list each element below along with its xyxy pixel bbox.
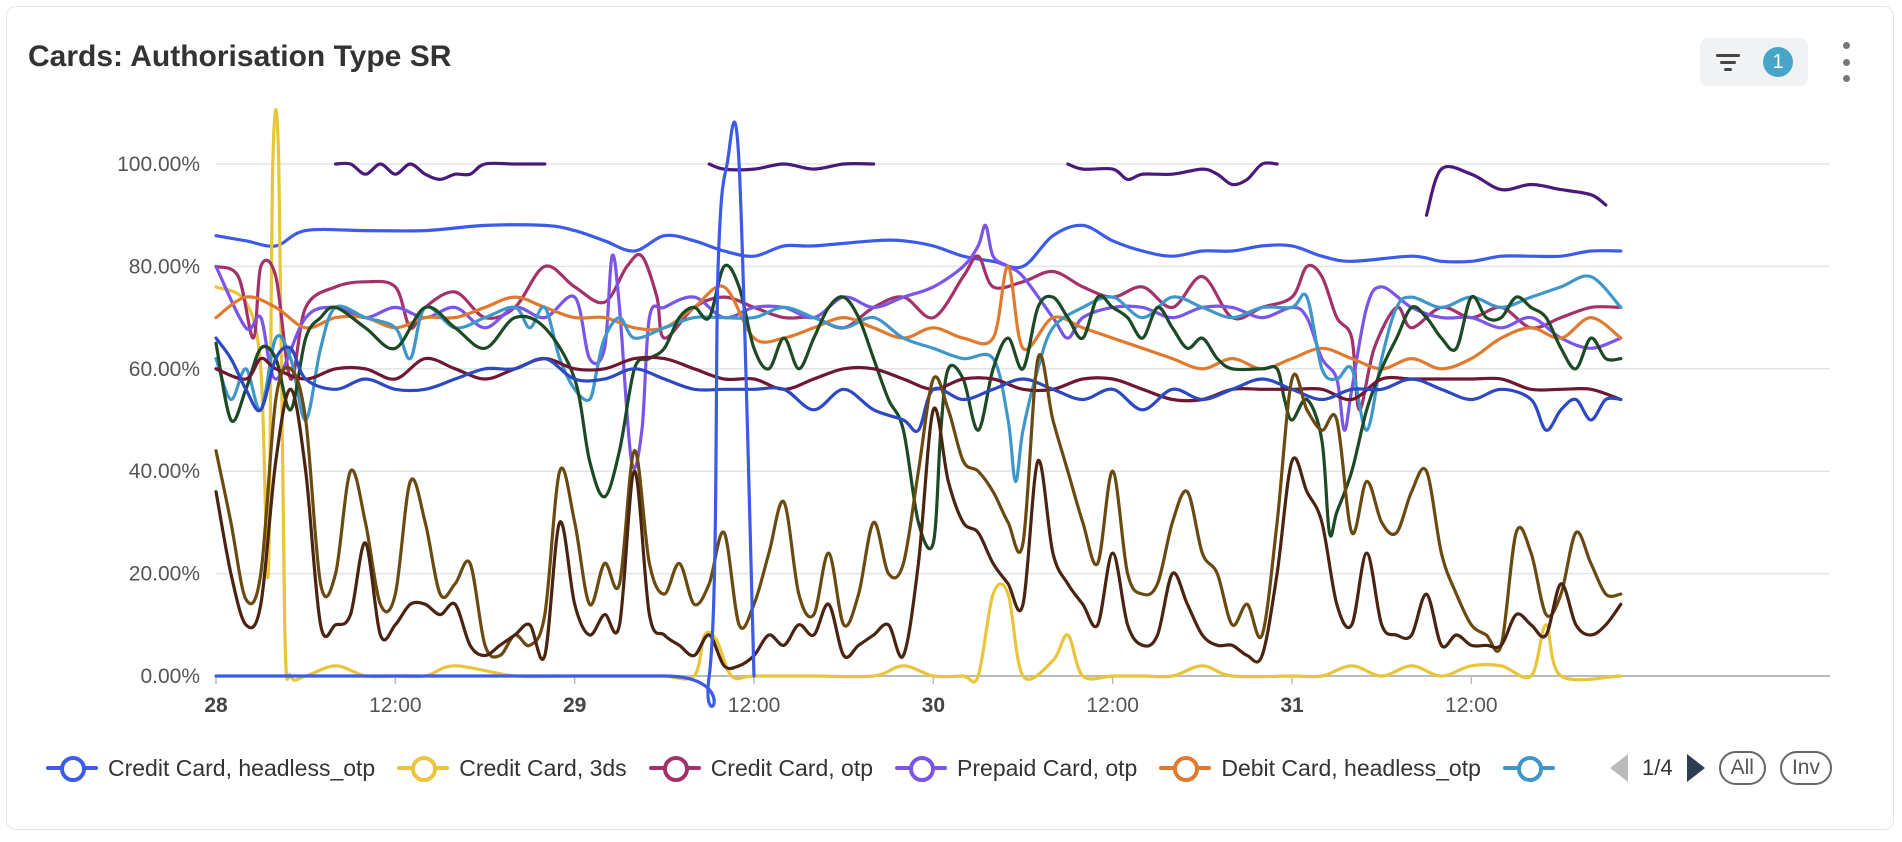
legend-item-1[interactable]: Credit Card, headless_otp xyxy=(46,754,375,782)
legend-item-6[interactable] xyxy=(1502,754,1565,782)
series-line-4[interactable] xyxy=(214,223,1623,470)
more-options-icon[interactable] xyxy=(1836,42,1856,82)
legend-label: Credit Card, 3ds xyxy=(459,754,627,781)
y-tick-label: 0.00% xyxy=(140,665,200,688)
series-line-5[interactable] xyxy=(214,264,1623,371)
legend-label: Prepaid Card, otp xyxy=(957,754,1138,781)
series-line-9[interactable] xyxy=(214,336,1623,433)
series-line-13[interactable] xyxy=(214,120,756,708)
widget-title: Cards: Authorisation Type SR xyxy=(28,40,452,73)
y-tick-label: 40.00% xyxy=(129,460,200,483)
x-tick-label: 31 xyxy=(1280,694,1304,717)
legend-label: Credit Card, headless_otp xyxy=(108,754,376,781)
x-tick-label: 30 xyxy=(922,694,945,717)
chart-legend: Credit Card, headless_otp Credit Card, 3d… xyxy=(46,748,1587,788)
legend-marker-icon xyxy=(46,754,98,782)
series-line-1[interactable] xyxy=(214,223,1623,270)
series-line-2[interactable] xyxy=(214,108,1623,684)
filter-button[interactable]: 1 xyxy=(1700,38,1808,86)
legend-prev-icon[interactable] xyxy=(1610,754,1628,782)
legend-item-5[interactable]: Debit Card, headless_otp xyxy=(1159,754,1481,782)
series-line-8[interactable] xyxy=(214,355,1623,403)
series-line-10[interactable] xyxy=(214,353,1623,659)
series-line-12[interactable] xyxy=(707,162,876,172)
y-tick-label: 20.00% xyxy=(129,563,200,586)
x-tick-label: 12:00 xyxy=(1445,694,1498,717)
legend-pager: 1/4 All Inv xyxy=(1610,748,1832,788)
series-line-3[interactable] xyxy=(214,252,1623,412)
legend-next-icon[interactable] xyxy=(1686,754,1705,782)
legend-marker-icon xyxy=(397,754,450,782)
legend-page-indicator: 1/4 xyxy=(1642,755,1673,780)
filter-icon xyxy=(1715,52,1741,72)
series-line-7[interactable] xyxy=(214,263,1623,551)
y-tick-label: 80.00% xyxy=(129,255,200,278)
series-line-11[interactable] xyxy=(214,387,1623,671)
x-tick-label: 29 xyxy=(563,694,586,717)
series-line-12[interactable] xyxy=(1066,161,1279,187)
series-line-12[interactable] xyxy=(1424,164,1608,217)
y-tick-label: 100.00% xyxy=(117,153,200,176)
x-tick-label: 12:00 xyxy=(369,694,422,717)
legend-item-2[interactable]: Credit Card, 3ds xyxy=(397,754,627,782)
legend-marker-icon xyxy=(895,754,948,782)
filter-count-badge: 1 xyxy=(1763,47,1793,77)
x-tick-label: 12:00 xyxy=(728,694,781,717)
legend-marker-icon xyxy=(648,754,701,782)
x-tick-label: 12:00 xyxy=(1086,694,1139,717)
y-tick-label: 60.00% xyxy=(129,358,200,381)
legend-marker-icon xyxy=(1159,754,1212,782)
x-tick-label: 28 xyxy=(204,694,228,717)
legend-invert-button[interactable]: Inv xyxy=(1779,751,1832,785)
legend-label: Credit Card, otp xyxy=(710,754,874,781)
series-line-12[interactable] xyxy=(334,161,547,181)
legend-item-3[interactable]: Credit Card, otp xyxy=(648,754,874,782)
legend-label: Debit Card, headless_otp xyxy=(1221,754,1481,781)
legend-all-button[interactable]: All xyxy=(1718,751,1766,785)
legend-item-4[interactable]: Prepaid Card, otp xyxy=(895,754,1137,782)
legend-marker-icon xyxy=(1502,754,1555,782)
